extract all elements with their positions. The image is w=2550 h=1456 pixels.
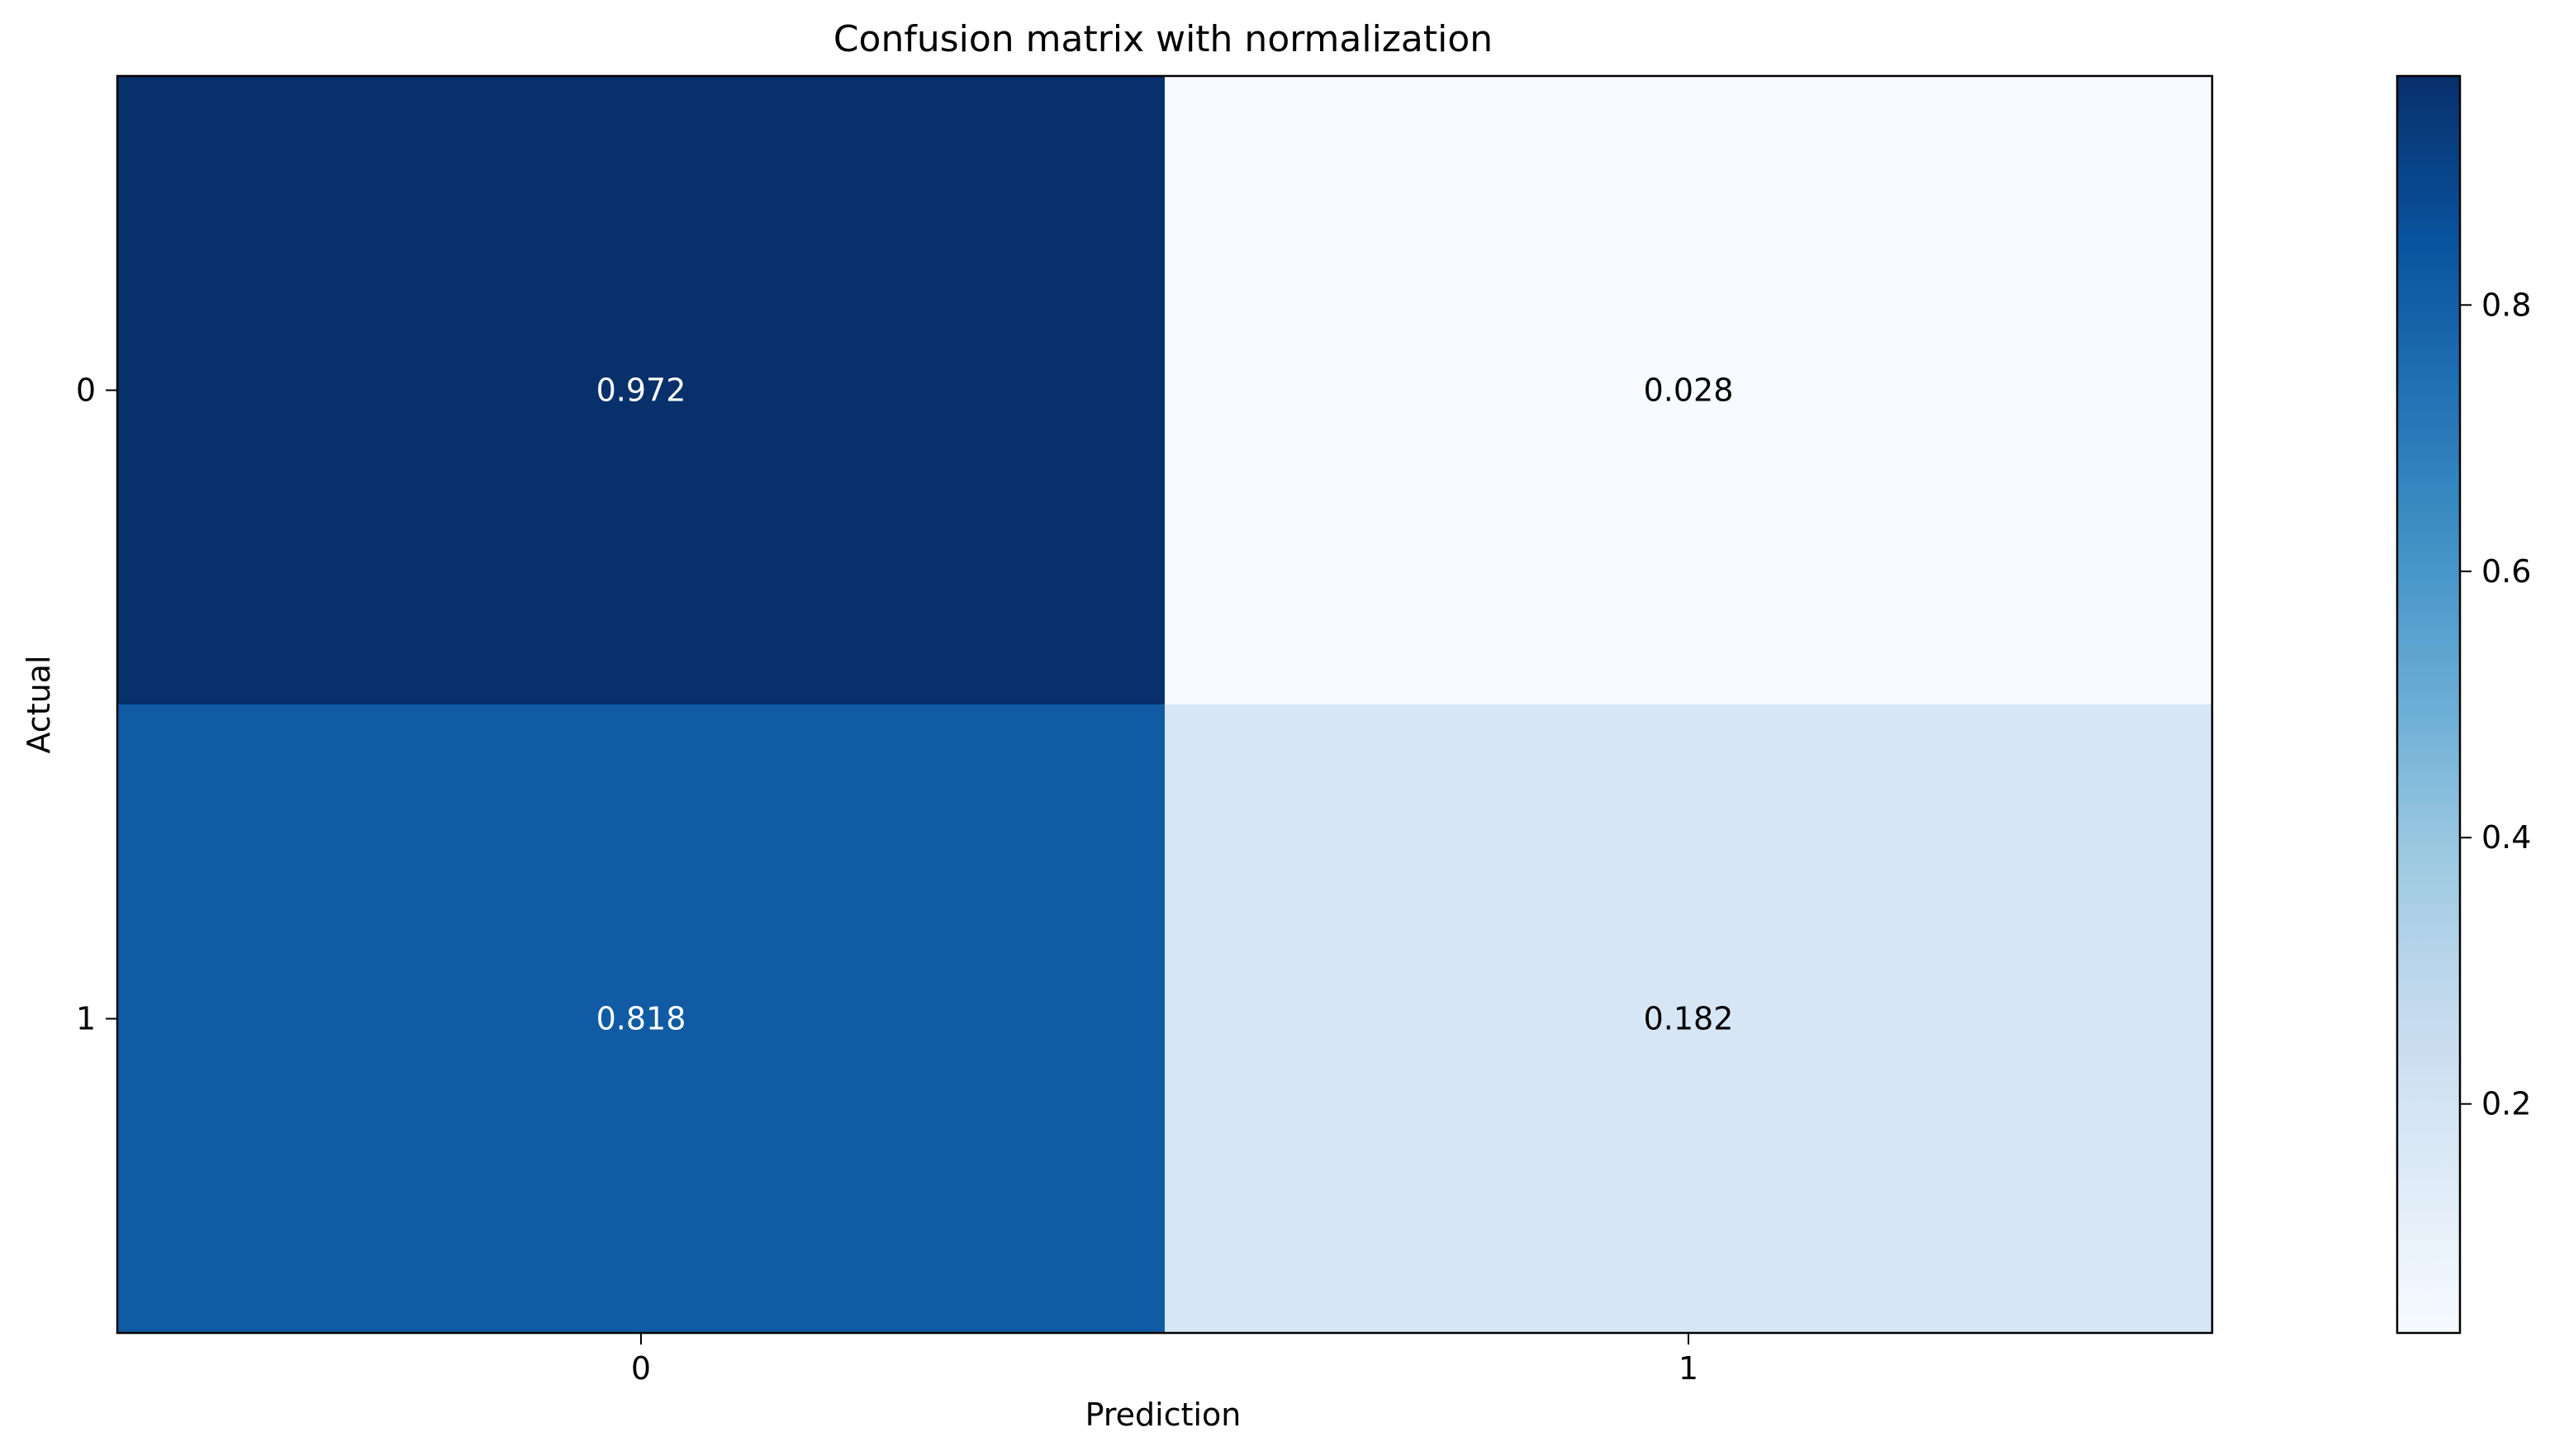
y-axis-label: Actual [21,655,57,753]
colorbar-tick-label: 0.6 [2481,553,2531,590]
y-tick-label: 1 [76,1001,96,1037]
colorbar-tick-label: 0.8 [2481,287,2531,323]
x-tick-label: 0 [631,1350,651,1387]
colorbar-tick-label: 0.4 [2481,819,2531,856]
plot-frame [116,74,2214,1335]
y-axis-ticks: 01 [76,372,117,1037]
heatmap-cell [1165,76,2213,705]
heatmap-cells [117,76,2213,1334]
colorbar [2396,74,2462,1335]
heatmap-cell-labels: 0.972 0.028 0.818 0.182 [596,372,1734,1037]
heatmap-cell-label: 0.028 [1644,372,1734,409]
colorbar-tick-label: 0.2 [2481,1086,2531,1122]
heatmap-cell-label: 0.818 [596,1001,686,1037]
heatmap-cell [117,704,1166,1334]
chart-title: Confusion matrix with normalization [833,18,1493,60]
colorbar-ticks: 0.2 0.4 0.6 0.8 [2460,287,2531,1122]
x-axis-label: Prediction [1085,1397,1242,1433]
x-tick-label: 1 [1679,1350,1698,1387]
heatmap-cell [117,76,1166,705]
heatmap-cell [1165,704,2213,1334]
y-tick-label: 0 [76,372,96,409]
heatmap-cell-label: 0.182 [1644,1001,1734,1037]
heatmap-cell-label: 0.972 [596,372,686,409]
